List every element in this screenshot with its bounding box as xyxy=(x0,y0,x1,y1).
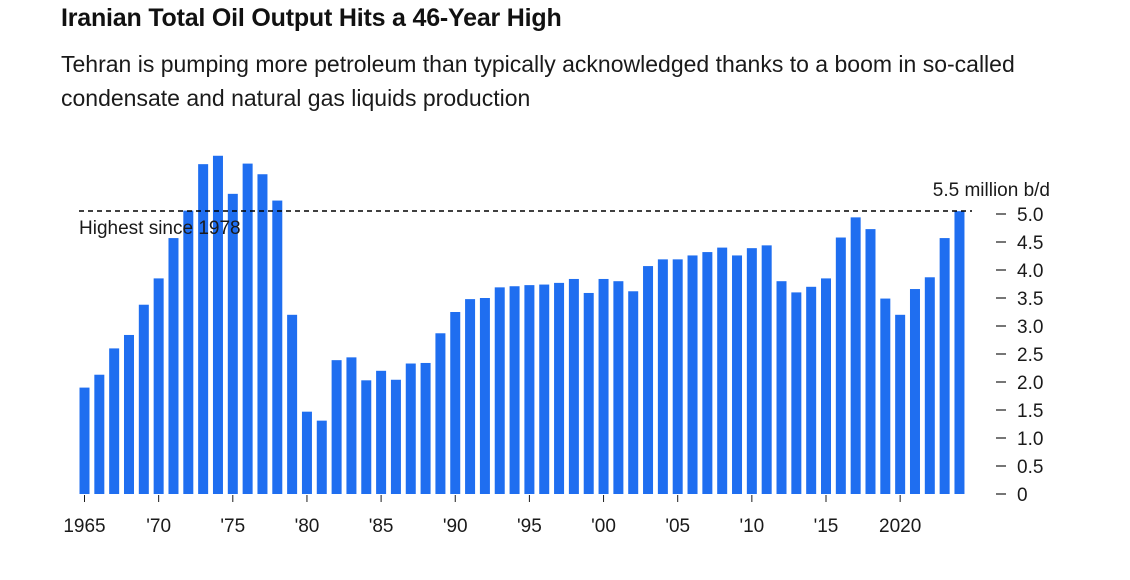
y-tick-label: 2.5 xyxy=(1017,345,1043,366)
bar-1992 xyxy=(479,298,490,494)
bar-2005 xyxy=(672,259,683,494)
chart-title: Iranian Total Oil Output Hits a 46-Year … xyxy=(61,4,562,32)
bar-2023 xyxy=(939,238,950,494)
bar-1987 xyxy=(405,363,416,494)
bar-1995 xyxy=(524,285,535,494)
y-tick-label: 2.0 xyxy=(1017,373,1043,394)
bar-2013 xyxy=(791,292,802,494)
bar-1981 xyxy=(316,420,327,494)
chart-subtitle: Tehran is pumping more petroleum than ty… xyxy=(61,51,1015,111)
y-tick-label: 0.5 xyxy=(1017,457,1043,478)
bar-1997 xyxy=(554,282,565,494)
x-tick-label: '10 xyxy=(739,516,764,537)
x-tick-label: '70 xyxy=(146,516,171,537)
bar-1972 xyxy=(183,210,194,494)
bar-1983 xyxy=(346,357,357,494)
x-tick-label: '90 xyxy=(443,516,468,537)
y-tick-label: 5.0 xyxy=(1017,205,1043,226)
bar-2016 xyxy=(835,237,846,494)
bar-1984 xyxy=(361,380,372,494)
bar-1989 xyxy=(435,333,446,494)
bar-2000 xyxy=(598,278,609,494)
bar-1993 xyxy=(494,287,505,494)
bar-2003 xyxy=(643,266,654,494)
bar-2020 xyxy=(895,314,906,494)
bar-1986 xyxy=(390,379,401,494)
bars-group xyxy=(79,155,965,495)
x-tick-label: 2020 xyxy=(879,516,921,537)
bar-2015 xyxy=(821,278,831,494)
bar-1977 xyxy=(257,174,268,495)
bar-2004 xyxy=(657,259,668,494)
bar-1967 xyxy=(109,348,120,494)
bar-1976 xyxy=(242,163,253,494)
bar-1979 xyxy=(287,314,298,494)
bar-1978 xyxy=(272,200,283,494)
y-tick-label: 0 xyxy=(1017,485,1028,506)
x-tick-label: '15 xyxy=(814,516,839,537)
x-tick-label: '85 xyxy=(369,516,394,537)
bar-2006 xyxy=(687,255,698,494)
x-tick-label: 1965 xyxy=(63,516,105,537)
bar-1975 xyxy=(227,193,238,494)
bar-1968 xyxy=(123,334,134,494)
bar-2008 xyxy=(717,247,728,494)
bar-1970 xyxy=(153,278,164,494)
reference-line-group: Highest since 1978 xyxy=(79,210,972,239)
x-tick-label: '95 xyxy=(517,516,542,537)
y-tick-label: 4.0 xyxy=(1017,261,1043,282)
y-tick-label: 1.5 xyxy=(1017,401,1043,422)
bar-1985 xyxy=(376,370,387,494)
bar-2002 xyxy=(628,291,639,494)
bar-2014 xyxy=(806,286,817,494)
bar-2011 xyxy=(761,245,772,494)
reference-line-label: Highest since 1978 xyxy=(79,218,241,239)
bar-2024 xyxy=(954,211,965,494)
bar-1973 xyxy=(198,164,209,494)
bar-1990 xyxy=(450,312,461,494)
bar-1982 xyxy=(331,360,342,494)
y-axis: 0 0.5 1.0 1.5 2.0 2.5 3.0 3.5 4.0 4.5 5.0 5.5 milli… xyxy=(933,180,1050,506)
bar-1971 xyxy=(168,238,179,494)
bar-1974 xyxy=(212,155,223,494)
x-tick-label: '80 xyxy=(295,516,320,537)
x-tick-label: '75 xyxy=(220,516,245,537)
bar-1999 xyxy=(583,292,594,494)
bar-1969 xyxy=(138,304,149,494)
bar-1998 xyxy=(568,278,579,494)
bar-2007 xyxy=(702,252,713,494)
bar-1966 xyxy=(94,374,105,494)
bar-2012 xyxy=(776,281,787,494)
bar-1994 xyxy=(509,286,520,494)
bar-2010 xyxy=(746,248,757,494)
bar-1988 xyxy=(420,362,431,494)
bar-1965 xyxy=(79,387,90,494)
bar-2009 xyxy=(732,255,743,494)
bar-2018 xyxy=(865,229,876,494)
bar-1996 xyxy=(539,284,550,494)
y-tick-label: 3.5 xyxy=(1017,289,1043,310)
x-tick-label: '00 xyxy=(591,516,616,537)
bar-2017 xyxy=(850,217,861,495)
bar-1991 xyxy=(465,299,476,494)
x-tick-label: '05 xyxy=(665,516,690,537)
y-unit-label: 5.5 million b/d xyxy=(933,180,1050,201)
bar-2019 xyxy=(880,298,891,494)
y-tick-label: 1.0 xyxy=(1017,429,1043,450)
bar-2001 xyxy=(613,281,624,494)
bar-1980 xyxy=(301,411,312,494)
bar-2022 xyxy=(924,277,935,494)
y-tick-label: 3.0 xyxy=(1017,317,1043,338)
y-tick-label: 4.5 xyxy=(1017,233,1043,254)
x-axis: 1965 '70 '75 '80 '85 '90 '95 '00 '05 '10 '15 2020 xyxy=(63,495,921,537)
bar-2021 xyxy=(909,289,920,494)
